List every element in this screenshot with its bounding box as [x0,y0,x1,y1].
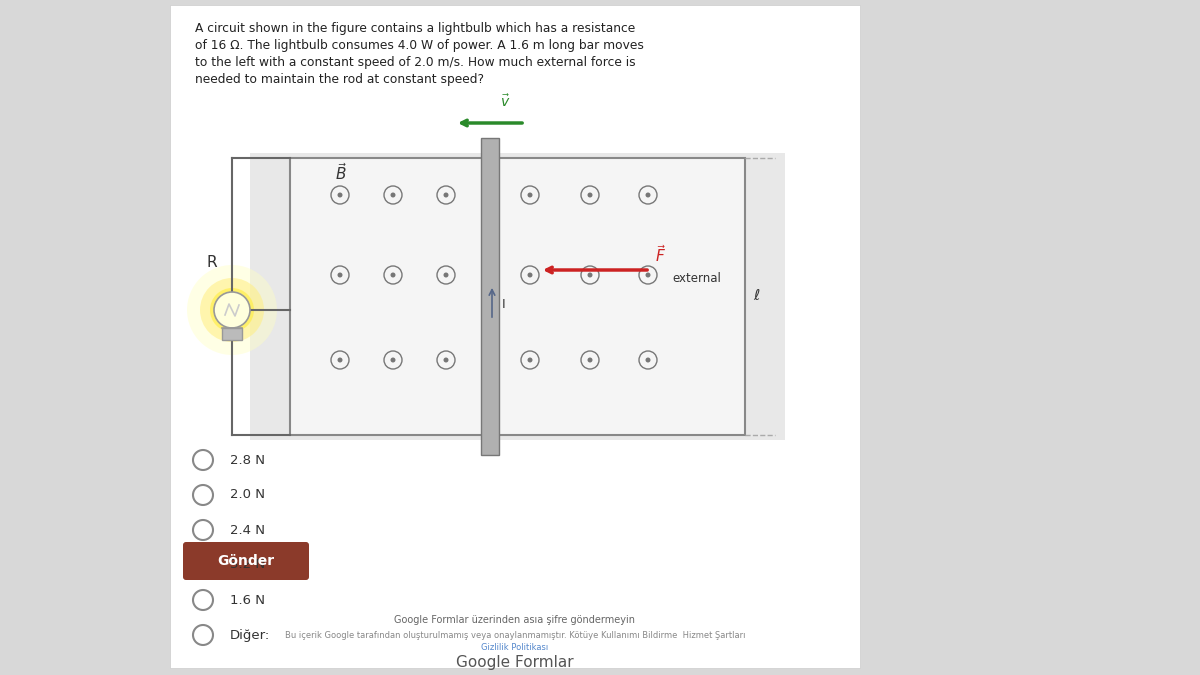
Circle shape [444,358,449,362]
Circle shape [200,278,264,342]
Circle shape [193,555,214,575]
Circle shape [390,273,396,277]
Circle shape [588,358,593,362]
Circle shape [210,288,254,332]
Circle shape [193,450,214,470]
Text: $\vec{B}$: $\vec{B}$ [335,162,347,183]
Text: $\ell$: $\ell$ [754,288,761,304]
Text: of 16 Ω. The lightbulb consumes 4.0 W of power. A 1.6 m long bar moves: of 16 Ω. The lightbulb consumes 4.0 W of… [194,39,644,52]
Bar [481,138,499,455]
Circle shape [528,273,533,277]
Text: R: R [208,255,217,270]
Text: Diğer:: Diğer: [230,628,270,641]
Circle shape [646,358,650,362]
Text: A circuit shown in the figure contains a lightbulb which has a resistance: A circuit shown in the figure contains a… [194,22,635,35]
Circle shape [193,520,214,540]
Text: $\vec{v}$: $\vec{v}$ [500,93,510,110]
Circle shape [588,273,593,277]
Text: I: I [502,298,505,311]
Text: external: external [672,272,721,285]
Circle shape [337,192,342,198]
Circle shape [646,273,650,277]
Circle shape [193,625,214,645]
Text: to the left with a constant speed of 2.0 m/s. How much external force is: to the left with a constant speed of 2.0… [194,56,636,69]
FancyBboxPatch shape [182,542,310,580]
Circle shape [444,192,449,198]
Circle shape [444,273,449,277]
Text: $\vec{F}$: $\vec{F}$ [655,244,666,265]
Text: Gizlilik Politikası: Gizlilik Politikası [481,643,548,653]
Circle shape [528,192,533,198]
Circle shape [646,192,650,198]
Text: Gönder: Gönder [217,554,275,568]
Circle shape [337,273,342,277]
Text: 1.6 N: 1.6 N [230,593,265,607]
Circle shape [193,590,214,610]
Text: 2.4 N: 2.4 N [230,524,265,537]
Circle shape [214,292,250,328]
Bar [170,5,860,668]
Text: 3.2 N: 3.2 N [230,558,265,572]
Circle shape [528,358,533,362]
Bar [222,328,242,340]
Circle shape [588,192,593,198]
Text: Google Formlar üzerinden asıa şifre göndermeyin: Google Formlar üzerinden asıa şifre gönd… [395,615,636,625]
Circle shape [193,485,214,505]
Text: needed to maintain the rod at constant speed?: needed to maintain the rod at constant s… [194,73,484,86]
Bar [250,153,785,440]
Text: 2.0 N: 2.0 N [230,489,265,502]
Text: Google Formlar: Google Formlar [456,655,574,670]
Circle shape [390,192,396,198]
Bar [290,158,745,435]
Circle shape [390,358,396,362]
Circle shape [187,265,277,355]
Text: 2.8 N: 2.8 N [230,454,265,466]
Circle shape [337,358,342,362]
Text: Bu içerik Google tarafından oluşturulmamış veya onaylanmamıştır. Kötüye Kullanım: Bu içerik Google tarafından oluşturulmam… [284,632,745,641]
